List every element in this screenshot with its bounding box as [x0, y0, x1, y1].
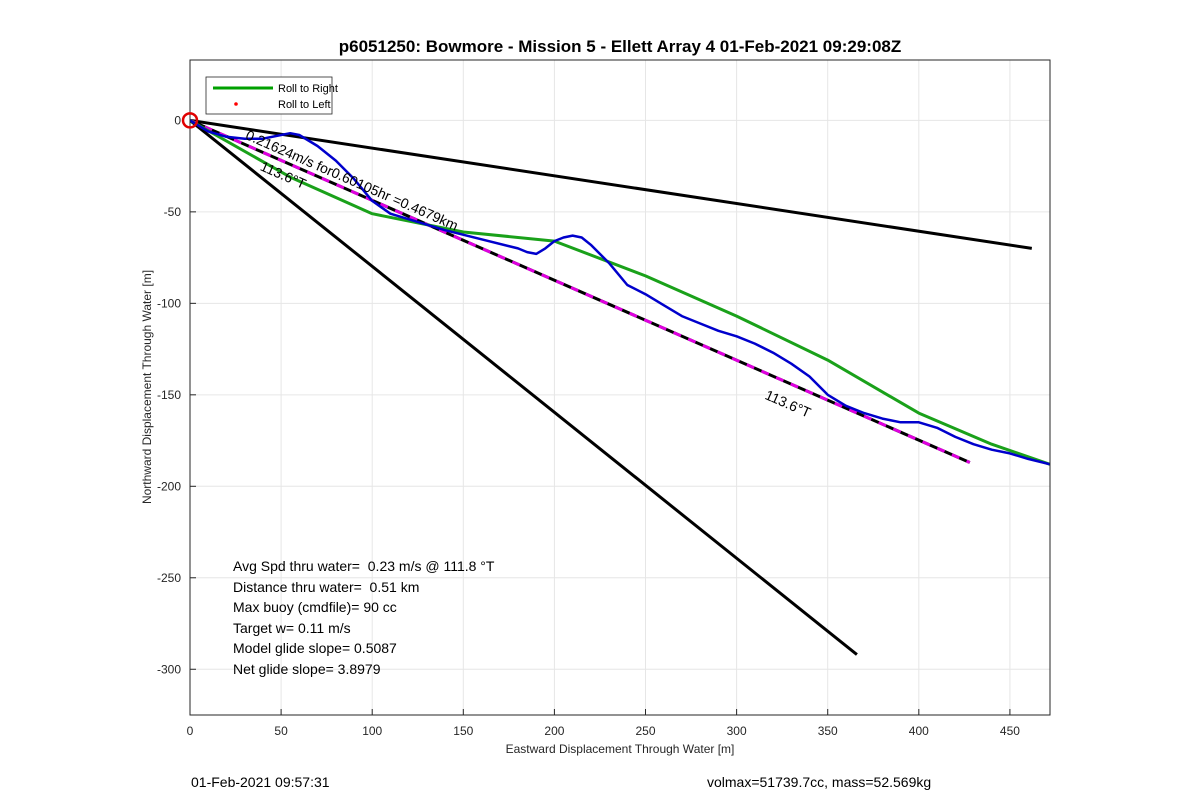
chart-title: p6051250: Bowmore - Mission 5 - Ellett A… [339, 37, 902, 56]
start-marker [181, 112, 199, 129]
x-tick-label: 300 [727, 724, 747, 738]
stats-max-buoy: Max buoy (cmdfile)= 90 cc [233, 599, 397, 615]
stats-model-glide-slope: Model glide slope= 0.5087 [233, 640, 397, 656]
stats-target-w: Target w= 0.11 m/s [233, 620, 351, 636]
y-axis-label: Northward Displacement Through Water [m] [140, 270, 154, 504]
x-tick-label: 150 [453, 724, 473, 738]
stats-avg-speed: Avg Spd thru water= 0.23 m/s @ 111.8 °T [233, 558, 495, 574]
y-tick-label: 0 [174, 113, 181, 127]
legend-box [205, 76, 333, 115]
y-tick-label: -300 [157, 662, 181, 676]
x-tick-label: 100 [362, 724, 382, 738]
y-tick-label: -50 [164, 205, 182, 219]
legend: Roll to Right Roll to Left [205, 76, 338, 115]
series-line-roll-right [190, 119, 1050, 466]
plot-frame [189, 59, 1051, 716]
legend-label-roll-left: Roll to Left [278, 99, 331, 111]
x-tick-label: 0 [187, 724, 194, 738]
heading-line-upper [190, 118, 1033, 250]
legend-label-roll-right: Roll to Right [278, 83, 338, 95]
series-line-track [190, 119, 1050, 466]
grid [189, 60, 1050, 715]
stats-block: Avg Spd thru water= 0.23 m/s @ 111.8 °T … [233, 558, 495, 677]
y-tick-label: -150 [157, 388, 181, 402]
y-tick-label: -100 [157, 296, 181, 310]
footer-info: volmax=51739.7cc, mass=52.569kg [707, 774, 931, 790]
x-tick-label: 250 [635, 724, 655, 738]
net-track-line [190, 119, 971, 464]
legend-swatch-roll-left [234, 102, 238, 106]
plot-area [190, 60, 1050, 715]
x-axis-ticks: 0 50 100 150 200 250 300 350 400 450 [187, 709, 1020, 738]
series-layer [190, 118, 1050, 656]
y-axis-ticks: 0 -50 -100 -150 -200 -250 -300 [157, 113, 196, 676]
heading-line-lower [190, 119, 858, 656]
x-tick-label: 400 [909, 724, 929, 738]
x-tick-label: 50 [274, 724, 288, 738]
footer-timestamp: 01-Feb-2021 09:57:31 [191, 774, 330, 790]
stats-distance: Distance thru water= 0.51 km [233, 579, 419, 595]
x-tick-label: 350 [818, 724, 838, 738]
stats-net-glide-slope: Net glide slope= 3.8979 [233, 661, 381, 677]
y-tick-label: -250 [157, 571, 181, 585]
x-axis-label: Eastward Displacement Through Water [m] [506, 742, 735, 756]
y-tick-label: -200 [157, 479, 181, 493]
x-tick-label: 200 [544, 724, 564, 738]
x-tick-label: 450 [1000, 724, 1020, 738]
